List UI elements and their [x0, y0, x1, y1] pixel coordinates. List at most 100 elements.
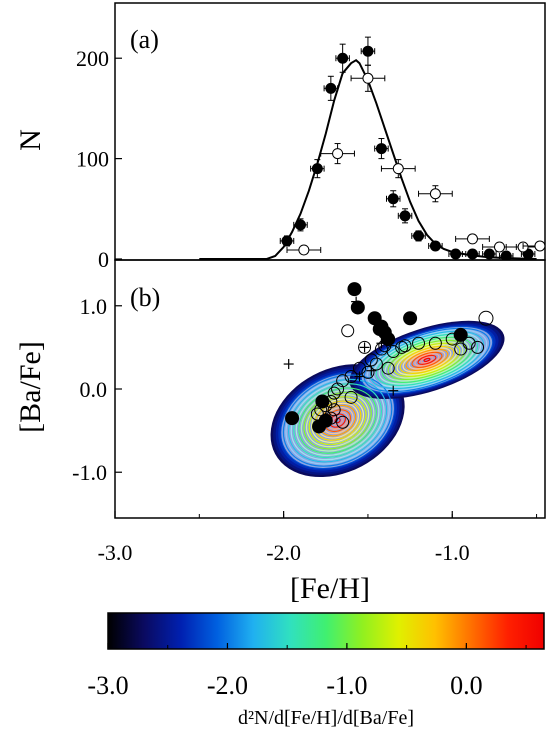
colorbar: -3.0 -2.0 -1.0 0.0 d²N/d[Fe/H]/d[Ba/Fe]: [87, 612, 545, 729]
data-point: [403, 311, 418, 326]
data-point: [372, 322, 387, 337]
panel-b-xlabel: [Fe/H]: [290, 572, 370, 605]
data-point: [465, 248, 480, 260]
ytick-label: 0: [98, 247, 109, 272]
panel-a-ylabel: N: [14, 129, 47, 151]
xtick-label: -2.0: [266, 540, 301, 565]
data-point: [319, 399, 333, 413]
data-point: [286, 244, 322, 256]
data-point: [283, 359, 294, 370]
density-contour: [405, 348, 449, 372]
density-contour: [293, 383, 383, 459]
ytick-label: 0.0: [80, 377, 108, 402]
panel-a-points: [279, 36, 545, 260]
colorbar-gradient: [107, 612, 545, 650]
density-contours: [270, 320, 505, 478]
density-contour: [411, 351, 443, 369]
data-point: [361, 365, 375, 379]
density-contour: [399, 345, 455, 374]
panel-b-label: (b): [130, 283, 160, 312]
data-point: [310, 407, 324, 421]
data-point: [310, 159, 325, 179]
data-point: [397, 208, 413, 224]
data-point: [386, 345, 400, 359]
data-point: [418, 185, 453, 203]
data-point: [376, 338, 387, 349]
density-contour: [423, 357, 431, 362]
xtick-label: -3.0: [98, 540, 133, 565]
density-contour: [417, 354, 437, 365]
data-point: [453, 327, 468, 342]
density-contour: [298, 387, 377, 454]
colorbar-tick-label: -3.0: [87, 671, 128, 700]
panel-b-ylabel: [Ba/Fe]: [14, 341, 47, 433]
panel-b-points: [283, 282, 494, 434]
data-point: [293, 218, 308, 232]
data-point: [478, 310, 494, 326]
panel-b-yticks: 1.0 0.0 -1.0: [72, 294, 122, 485]
data-point: [358, 340, 372, 354]
panel-a-yticks: 0 100 200: [76, 46, 122, 272]
data-point: [374, 138, 389, 160]
data-point: [448, 248, 463, 260]
data-point: [428, 336, 442, 350]
xtick-label: -1.0: [435, 540, 470, 565]
data-point: [455, 233, 490, 245]
data-point: [385, 190, 401, 208]
data-point: [380, 159, 416, 179]
data-point: [366, 365, 377, 376]
data-point: [381, 361, 395, 375]
panel-a-frame: [114, 2, 546, 261]
data-point: [482, 248, 497, 260]
colorbar-tick-label: -1.0: [326, 671, 367, 700]
data-point: [360, 36, 376, 66]
density-contour: [282, 374, 393, 467]
data-point: [279, 235, 295, 247]
data-point: [335, 43, 350, 73]
data-point: [320, 143, 355, 165]
ytick-label: -1.0: [72, 460, 107, 485]
ytick-label: 200: [76, 46, 109, 71]
density-contour: [375, 333, 479, 387]
data-point: [324, 411, 338, 425]
data-point: [327, 403, 341, 417]
data-point: [445, 332, 459, 346]
data-point: [369, 357, 383, 371]
ytick-label: 100: [76, 147, 109, 172]
data-point: [285, 411, 300, 426]
data-point: [522, 240, 545, 252]
data-point: [471, 340, 485, 354]
colorbar-ticks: -3.0 -2.0 -1.0 0.0: [87, 643, 527, 700]
data-point: [344, 390, 358, 404]
colorbar-tick-label: -2.0: [207, 671, 248, 700]
density-contour: [363, 327, 491, 393]
data-point: [323, 75, 339, 101]
data-point: [331, 382, 345, 396]
panel-a: (a) N 0 100 200: [14, 2, 546, 272]
data-point: [498, 250, 514, 260]
data-point: [351, 296, 362, 307]
data-point: [411, 230, 426, 242]
data-point: [314, 403, 328, 417]
colorbar-tick-label: 0.0: [450, 671, 483, 700]
data-point: [350, 300, 365, 315]
panel-a-label: (a): [130, 25, 159, 54]
data-point: [428, 240, 443, 252]
data-point: [336, 415, 350, 429]
data-point: [381, 332, 396, 347]
data-point: [354, 371, 365, 382]
data-point: [324, 394, 338, 408]
data-point: [350, 64, 386, 92]
data-point: [395, 340, 409, 354]
data-point: [341, 324, 355, 338]
ytick-label: 1.0: [80, 294, 108, 319]
colorbar-label: d²N/d[Fe/H]/d[Ba/Fe]: [238, 707, 414, 729]
data-point: [359, 342, 370, 353]
data-point: [388, 385, 399, 396]
density-contour: [287, 378, 388, 463]
panel-b: (b) [Ba/Fe] 1.0 0.0 -1.0 -3.0 -2.0 -1.0 [Fe/…: [14, 259, 546, 605]
data-point: [347, 282, 362, 297]
data-point: [327, 386, 341, 400]
data-point: [412, 336, 426, 350]
